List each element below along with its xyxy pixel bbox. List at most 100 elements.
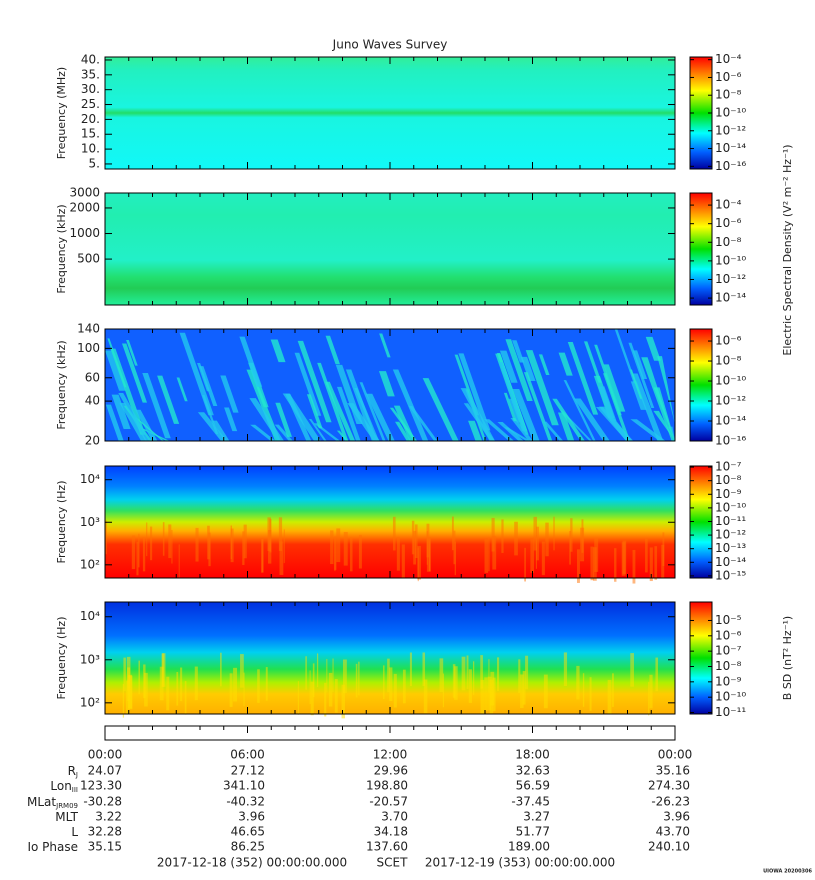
title: Juno Waves Survey	[332, 38, 448, 52]
spectrogram-column	[417, 547, 419, 582]
spectrogram-streak	[239, 336, 263, 387]
ephemeris-label: MLatJRM09	[27, 795, 78, 811]
spectrogram-streak	[135, 409, 158, 441]
colorbar-tick-label: 10⁻⁶	[715, 70, 742, 84]
spectrogram-column	[569, 531, 571, 565]
spectrogram-column	[654, 546, 658, 580]
spectrogram-column	[208, 532, 211, 567]
spectrogram-column	[330, 530, 334, 565]
y-tick-label: 500	[77, 252, 100, 266]
spectrogram-column	[563, 652, 568, 687]
spectrogram-streak	[594, 344, 622, 416]
spectrogram-streak	[285, 393, 312, 441]
spectrogram-streak	[542, 421, 564, 441]
spectrogram-column	[358, 661, 360, 696]
spectrogram-column	[316, 653, 319, 687]
colorbar-tick-label: 10⁻¹¹	[715, 705, 746, 719]
spectrogram-column	[265, 667, 268, 701]
spectrogram-column	[543, 674, 548, 709]
colorbar-tick-label: 10⁻⁴	[715, 198, 742, 212]
ephemeris-label: LonIII	[50, 779, 78, 795]
spectrogram-streak	[389, 407, 418, 441]
ephemeris-value: -30.28	[83, 795, 122, 809]
spectrogram-streak	[599, 406, 633, 441]
colorbar-tick-label: 10⁻¹⁰	[715, 690, 746, 704]
spectrogram-column	[648, 681, 650, 716]
spectrogram-column	[383, 665, 385, 700]
colorbar-tick-label: 10⁻¹⁰	[715, 500, 746, 514]
spectrogram-column	[278, 517, 283, 551]
spectrogram-column	[473, 661, 475, 695]
y-tick-label: 30.	[81, 82, 100, 96]
colorbar-tick-label: 10⁻⁸	[715, 659, 742, 673]
ephemeris-value: 43.70	[656, 825, 690, 839]
spectrogram-streak	[504, 427, 531, 441]
spectrogram-column	[576, 549, 580, 583]
spectrogram-column	[530, 539, 534, 573]
x-tick-label: 18:00	[515, 748, 550, 762]
ephemeris-value: 3.96	[238, 810, 265, 824]
spectrogram-column	[159, 666, 164, 701]
spectrogram-column	[332, 658, 334, 693]
spectrogram-streak	[499, 362, 527, 432]
spectrogram-column	[411, 520, 415, 555]
y-tick-label: 25.	[81, 97, 100, 111]
colorbar-tick-label: 10⁻⁷	[715, 460, 742, 474]
spectrogram-column	[454, 541, 456, 576]
ephemeris-label: L	[71, 825, 78, 839]
spectrogram-streak	[325, 335, 341, 365]
spectrogram-column	[309, 670, 311, 705]
y-tick-label: 10⁴	[80, 472, 100, 486]
colorbar-tick-label: 10⁻⁹	[715, 674, 742, 688]
spectrogram-column	[326, 658, 328, 693]
spectrogram-streak	[118, 392, 151, 441]
y-tick-label: 2000	[69, 200, 100, 214]
y-tick-label: 10.	[81, 142, 100, 156]
x-tick-label: 00:00	[88, 748, 123, 762]
spectrogram-column	[392, 516, 396, 551]
y-tick-label: 3000	[69, 186, 100, 200]
spectrogram-streak	[598, 386, 617, 421]
spectrogram-column	[488, 659, 490, 693]
spectrogram-streak	[484, 419, 515, 441]
colorbar-tick-label: 10⁻⁸	[715, 235, 742, 249]
y-axis-label: Frequency (MHz)	[55, 67, 68, 159]
spectrogram-column	[126, 656, 131, 691]
spectrogram-streak	[107, 338, 127, 388]
ephemeris-value: 3.22	[95, 810, 122, 824]
y-tick-label: 15.	[81, 127, 100, 141]
spectrogram-column	[545, 522, 549, 557]
spectrogram-column	[146, 522, 148, 557]
spectrogram-column	[242, 531, 245, 566]
spectrogram-streak	[552, 398, 585, 441]
colorbar-tick-label: 10⁻¹⁴	[715, 291, 746, 305]
colorbar-tick-label: 10⁻¹¹	[715, 514, 746, 528]
spectrogram-streak	[297, 340, 332, 423]
spectrogram-column	[243, 672, 245, 707]
spectrogram-streak	[347, 403, 380, 441]
spectrogram-streak	[317, 362, 349, 441]
y-tick-label: 20.	[81, 112, 100, 126]
spectrogram-streak	[270, 339, 286, 363]
ephemeris-value: 3.70	[381, 810, 408, 824]
spectrogram-streak	[512, 340, 525, 363]
colorbar	[689, 465, 713, 579]
spectrogram-column	[622, 540, 627, 575]
ephemeris-label-sub: JRM09	[55, 802, 78, 810]
spectrogram-column	[580, 527, 585, 562]
spectrogram-column	[649, 674, 653, 709]
spectrogram-column	[480, 679, 485, 714]
spectrogram-image	[105, 57, 675, 169]
footer-start: 2017-12-18 (352) 00:00:00.000	[157, 856, 347, 870]
ephemeris-value: -40.32	[226, 795, 265, 809]
spectrogram-streak	[510, 417, 534, 441]
spectrogram-column	[358, 534, 362, 569]
spectrogram-streak	[499, 350, 518, 383]
colorbar-tick-label: 10⁻⁶	[715, 216, 742, 230]
ephemeris-label-text: MLT	[55, 810, 78, 824]
spectrogram-column	[257, 669, 260, 703]
spectrogram-column	[233, 667, 238, 702]
spectrogram-column	[413, 530, 417, 565]
spectrogram-column	[592, 547, 597, 581]
ephemeris-label: RJ	[68, 764, 78, 780]
